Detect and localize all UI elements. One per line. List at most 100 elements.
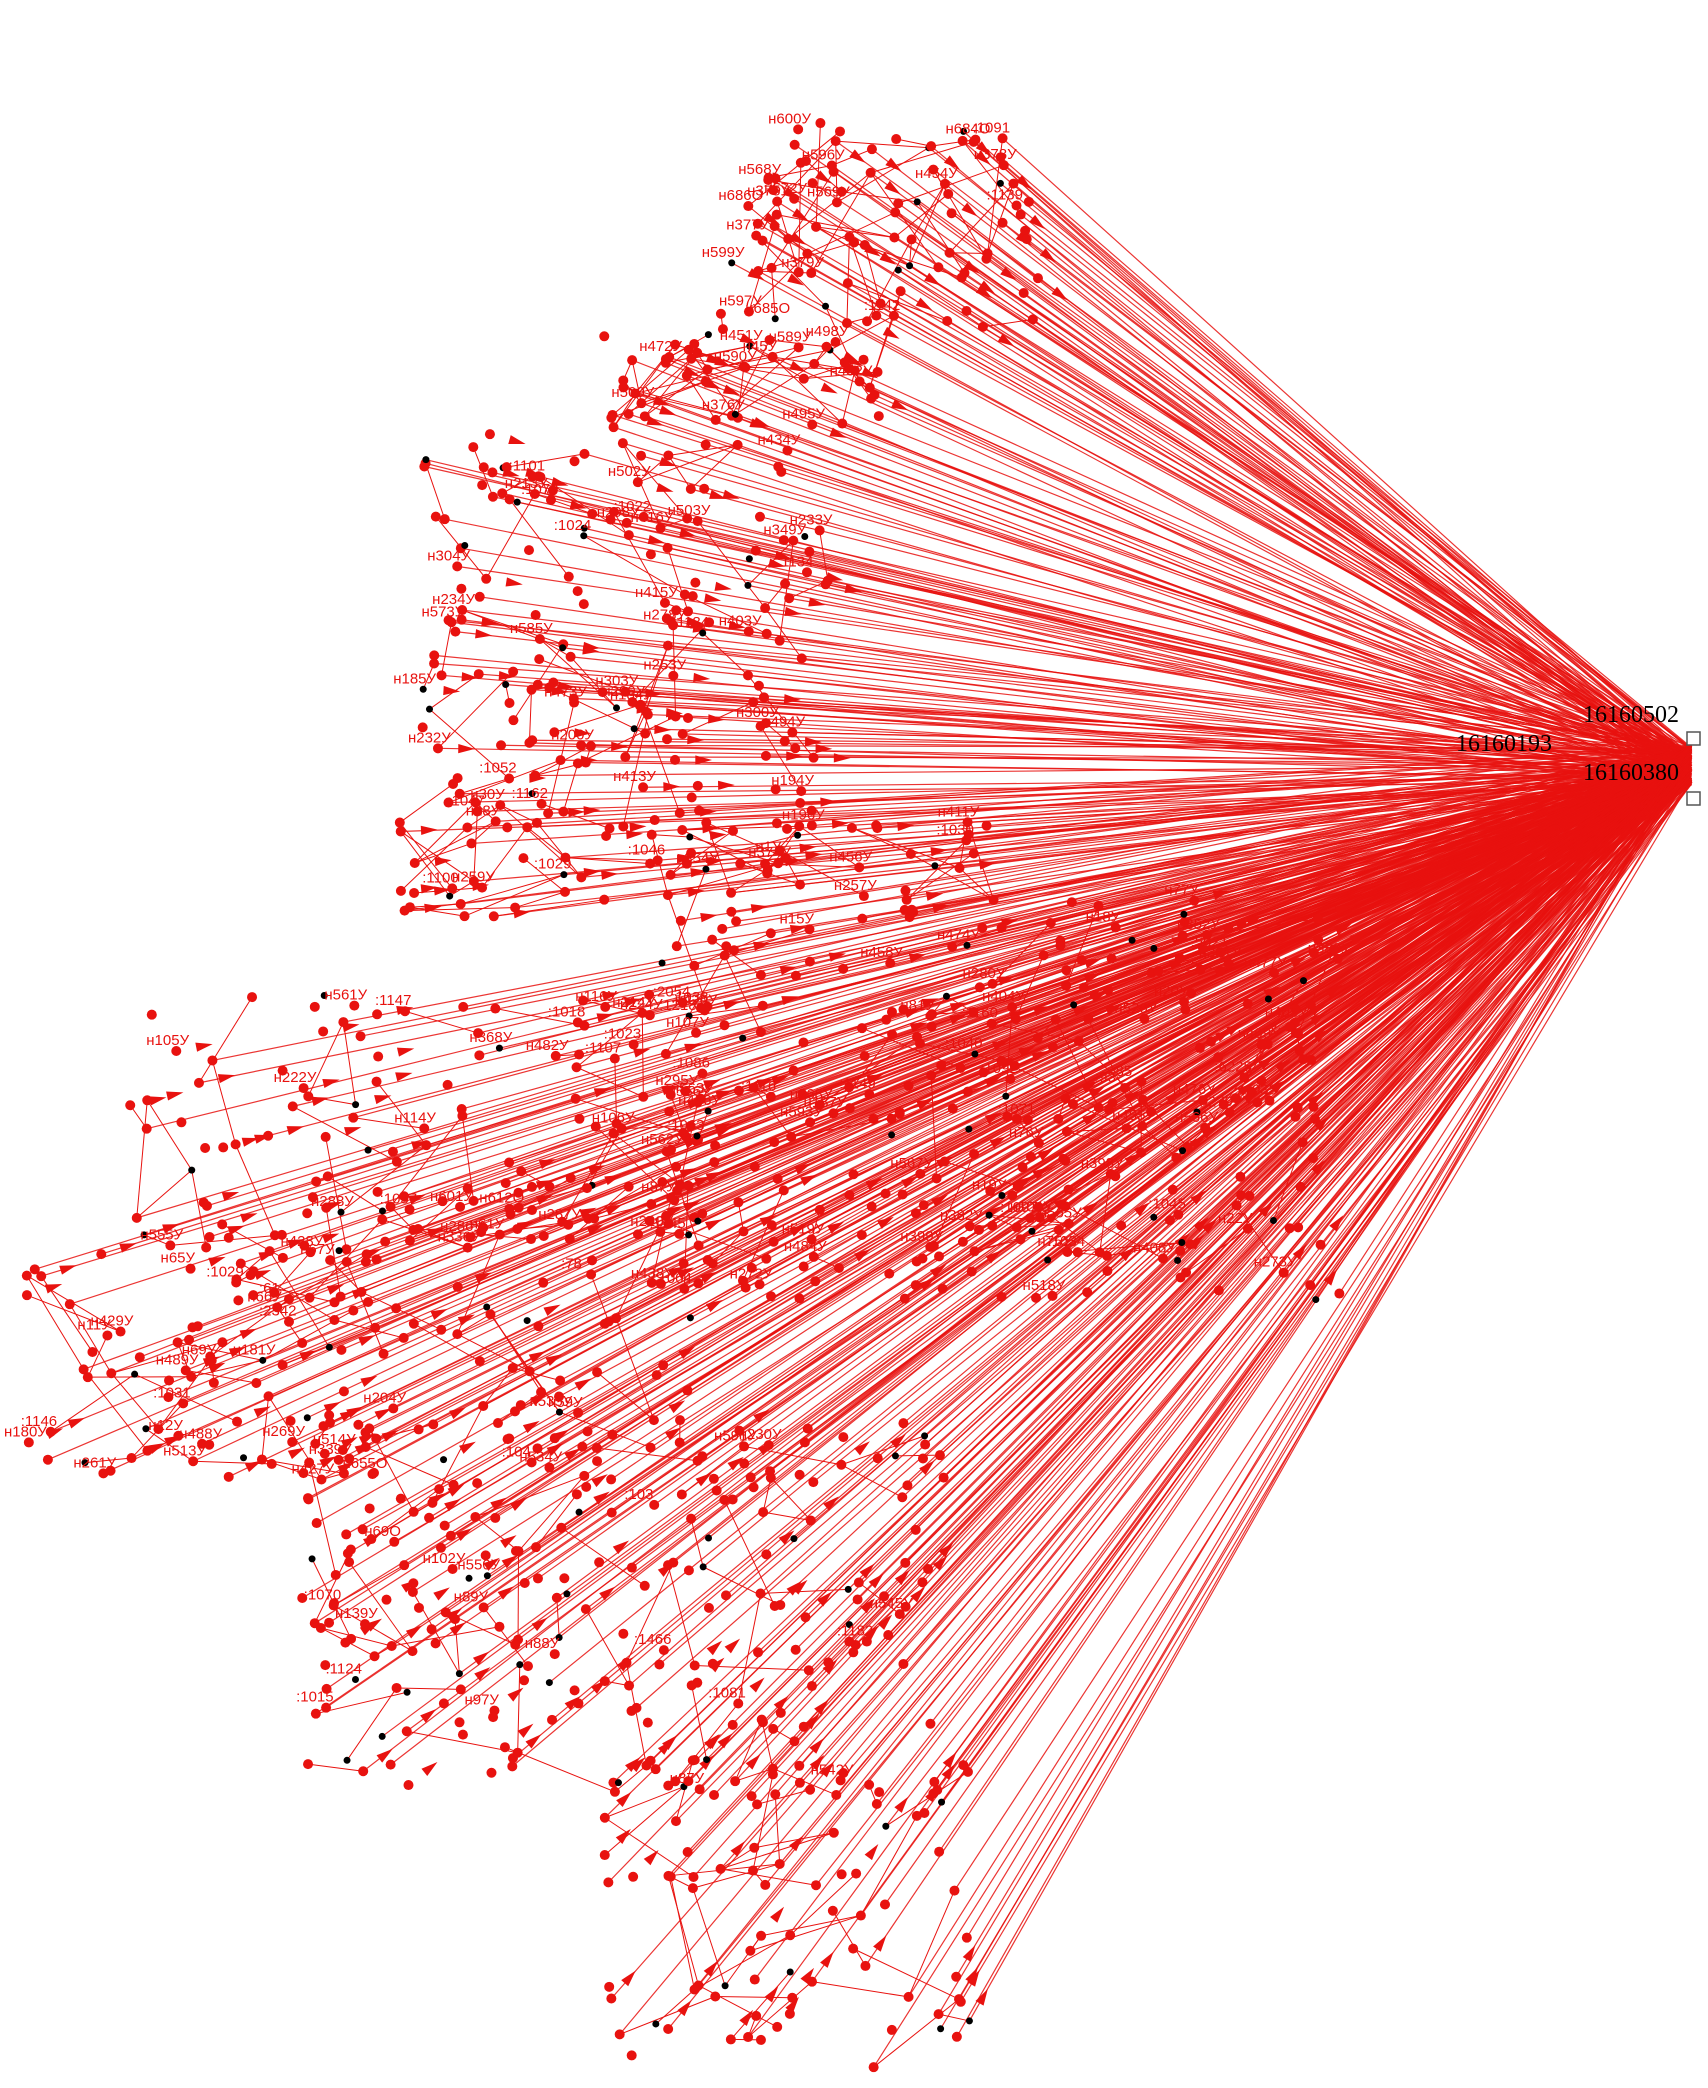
graph-node[interactable]	[1060, 1201, 1071, 1212]
graph-node[interactable]	[443, 797, 454, 808]
graph-node[interactable]	[576, 740, 587, 751]
graph-node[interactable]	[1213, 1052, 1224, 1063]
graph-node[interactable]	[1011, 200, 1022, 211]
graph-node[interactable]	[756, 1714, 767, 1725]
graph-node[interactable]	[388, 1403, 399, 1414]
graph-node[interactable]	[594, 1557, 605, 1568]
graph-node[interactable]	[802, 1423, 813, 1434]
graph-node[interactable]	[302, 1208, 313, 1219]
graph-node[interactable]	[23, 1437, 34, 1448]
graph-node[interactable]	[872, 1453, 883, 1464]
graph-node[interactable]	[827, 1905, 838, 1916]
graph-node[interactable]	[1205, 1036, 1216, 1047]
graph-node[interactable]	[793, 342, 804, 353]
graph-node[interactable]	[806, 1681, 817, 1692]
graph-node[interactable]	[458, 1001, 469, 1012]
graph-node[interactable]	[1104, 1104, 1115, 1115]
graph-node[interactable]	[348, 1112, 359, 1123]
graph-node[interactable]	[599, 1850, 610, 1861]
graph-node[interactable]	[544, 1462, 555, 1473]
graph-node[interactable]	[1236, 918, 1247, 929]
graph-node[interactable]	[277, 1359, 288, 1370]
graph-node[interactable]	[614, 2029, 625, 2040]
graph-node[interactable]	[452, 561, 463, 572]
graph-node[interactable]	[574, 1049, 585, 1060]
junction-node[interactable]	[378, 1207, 386, 1215]
graph-node[interactable]	[738, 361, 749, 372]
graph-node[interactable]	[666, 1192, 677, 1203]
junction-node[interactable]	[728, 259, 736, 267]
graph-node[interactable]	[760, 858, 771, 869]
graph-node[interactable]	[770, 1789, 781, 1800]
graph-node[interactable]	[689, 1660, 700, 1671]
graph-node[interactable]	[844, 1082, 855, 1093]
graph-node[interactable]	[683, 1180, 694, 1191]
graph-node[interactable]	[251, 1378, 262, 1389]
junction-node[interactable]	[446, 892, 454, 900]
graph-node[interactable]	[544, 1181, 555, 1192]
graph-node[interactable]	[874, 1787, 885, 1798]
graph-node[interactable]	[761, 1549, 772, 1560]
junction-node[interactable]	[1312, 1296, 1320, 1304]
graph-node[interactable]	[893, 198, 904, 209]
graph-node[interactable]	[905, 849, 916, 860]
graph-node[interactable]	[1242, 998, 1253, 1009]
graph-node[interactable]	[126, 1453, 137, 1464]
graph-node[interactable]	[928, 1240, 939, 1251]
graph-node[interactable]	[1293, 1222, 1304, 1233]
graph-node[interactable]	[599, 1676, 610, 1687]
graph-node[interactable]	[21, 1270, 32, 1281]
graph-node[interactable]	[448, 1479, 459, 1490]
graph-node[interactable]	[547, 1714, 558, 1725]
graph-node[interactable]	[180, 1365, 191, 1376]
graph-node[interactable]	[859, 1051, 870, 1062]
graph-node[interactable]	[760, 718, 771, 729]
graph-node[interactable]	[906, 234, 917, 245]
graph-node[interactable]	[895, 286, 906, 297]
graph-node[interactable]	[531, 1542, 542, 1553]
graph-node[interactable]	[311, 1518, 322, 1529]
graph-node[interactable]	[1315, 1239, 1326, 1250]
graph-node[interactable]	[836, 186, 847, 197]
graph-node[interactable]	[218, 1142, 229, 1153]
graph-node[interactable]	[477, 480, 488, 491]
graph-node[interactable]	[689, 1984, 700, 1995]
graph-node[interactable]	[407, 1586, 418, 1597]
graph-node[interactable]	[1334, 1288, 1345, 1299]
graph-node[interactable]	[1063, 1218, 1074, 1229]
graph-node[interactable]	[746, 1262, 757, 1273]
graph-node[interactable]	[668, 620, 679, 631]
graph-node[interactable]	[635, 699, 646, 710]
graph-node[interactable]	[572, 1017, 583, 1028]
graph-node[interactable]	[587, 1255, 598, 1266]
graph-node[interactable]	[462, 1183, 473, 1194]
graph-node[interactable]	[733, 1197, 744, 1208]
graph-node[interactable]	[303, 1759, 314, 1770]
graph-node[interactable]	[1215, 947, 1226, 958]
graph-node[interactable]	[962, 817, 973, 828]
graph-node[interactable]	[727, 825, 738, 836]
graph-node[interactable]	[577, 1441, 588, 1452]
graph-node[interactable]	[330, 1569, 341, 1580]
graph-node[interactable]	[996, 1291, 1007, 1302]
graph-node[interactable]	[556, 1522, 567, 1533]
graph-node[interactable]	[285, 1415, 296, 1426]
graph-node[interactable]	[928, 164, 939, 175]
graph-node[interactable]	[663, 1218, 674, 1229]
graph-node[interactable]	[692, 1097, 703, 1108]
graph-node[interactable]	[926, 141, 937, 152]
graph-node[interactable]	[297, 1593, 308, 1604]
graph-node[interactable]	[328, 1600, 339, 1611]
graph-node[interactable]	[808, 752, 819, 763]
graph-node[interactable]	[429, 658, 440, 669]
graph-node[interactable]	[1171, 1152, 1182, 1163]
graph-node[interactable]	[868, 2062, 879, 2073]
graph-node[interactable]	[616, 1123, 627, 1134]
graph-node[interactable]	[754, 1279, 765, 1290]
graph-node[interactable]	[858, 891, 869, 902]
graph-node[interactable]	[934, 1846, 945, 1857]
graph-node[interactable]	[646, 1199, 657, 1210]
graph-node[interactable]	[996, 922, 1007, 933]
graph-node[interactable]	[1011, 1113, 1022, 1124]
graph-node[interactable]	[729, 945, 740, 956]
